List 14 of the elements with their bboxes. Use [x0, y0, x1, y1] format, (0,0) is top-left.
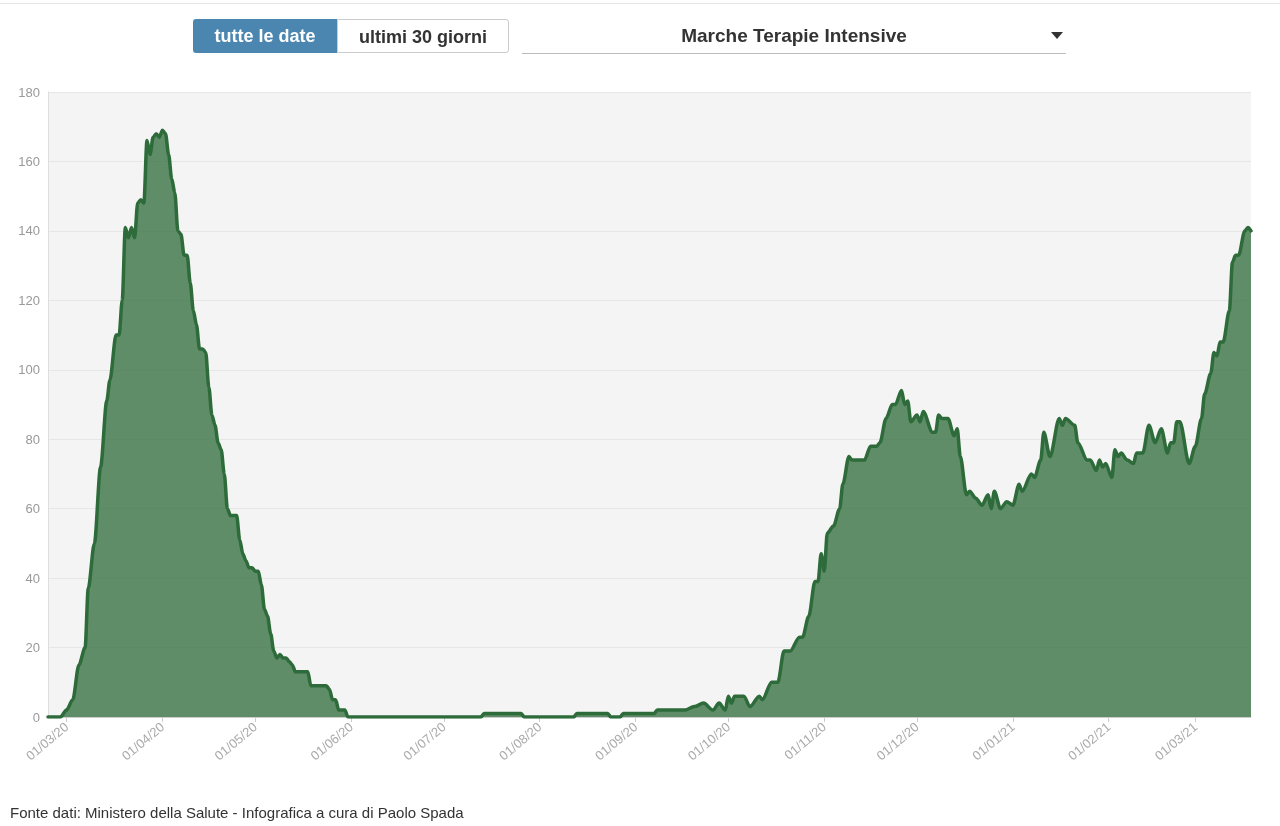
y-tick-label: 0 [32, 709, 40, 725]
y-tick-label: 100 [18, 362, 40, 378]
text: ultimi 30 giorni [337, 19, 509, 53]
y-tick-label: 140 [18, 223, 40, 239]
y-tick-label: 40 [25, 570, 40, 586]
source-note: Fonte dati: Ministero della Salute - Infografica a cura di Paolo Spada [10, 804, 464, 821]
y-tick-label: 20 [25, 640, 40, 656]
y-tick-label: 180 [18, 84, 40, 100]
y-tick-label: 120 [18, 292, 40, 308]
y-tick-label: 160 [18, 153, 40, 169]
y-tick-label: 60 [25, 501, 40, 517]
text: tutte le date [193, 19, 337, 53]
chart-title: Marche Terapie Intensive [522, 19, 1066, 54]
y-tick-label: 80 [25, 431, 40, 447]
